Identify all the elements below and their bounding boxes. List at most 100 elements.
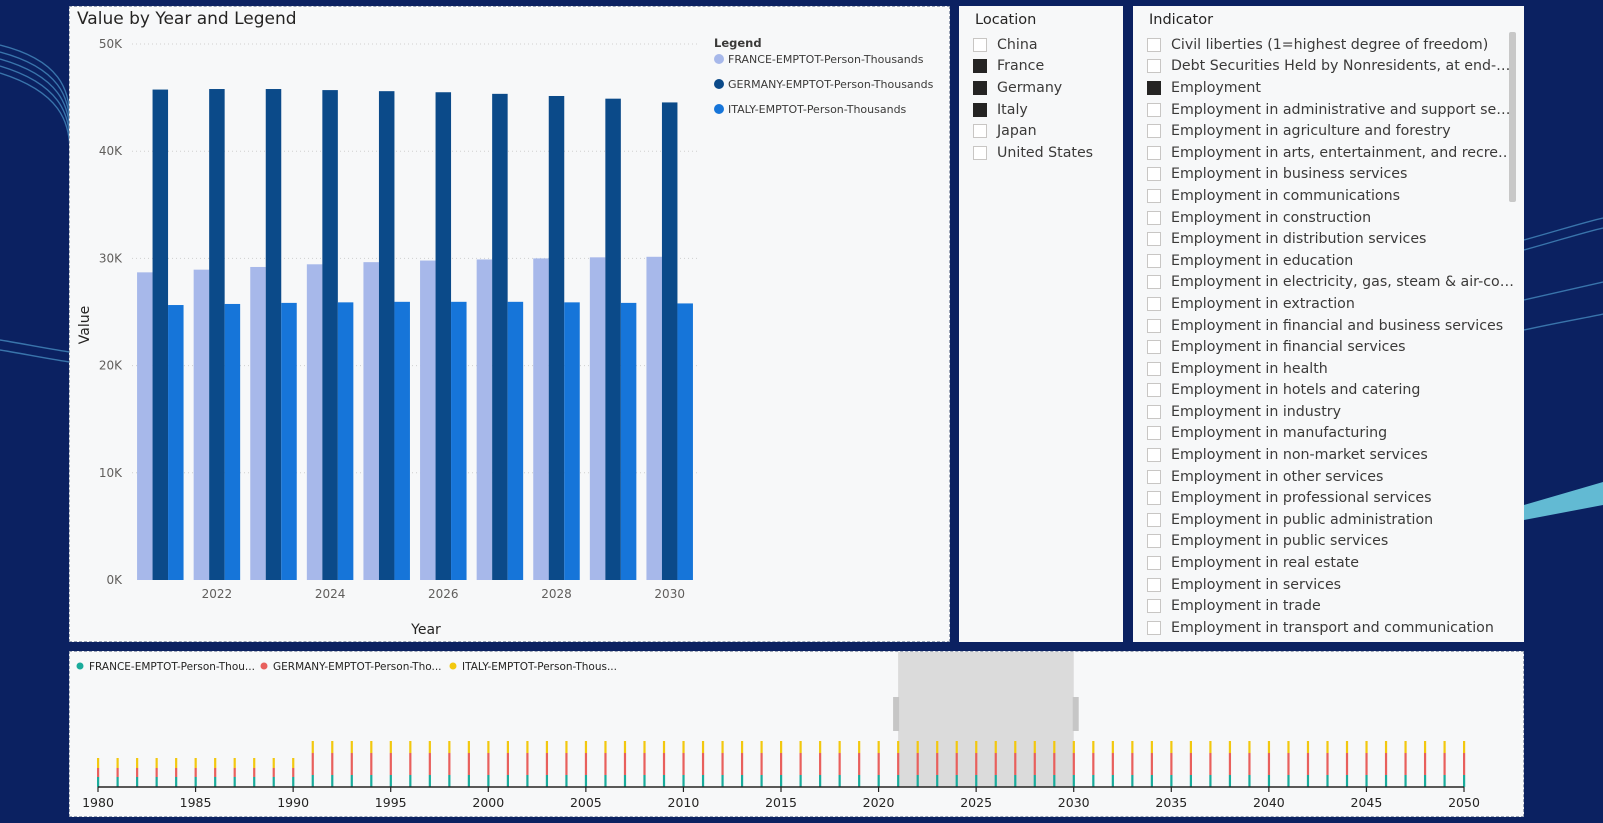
indicator-checkbox[interactable]: [1147, 599, 1161, 614]
indicator-item[interactable]: Employment in public administration: [1147, 509, 1524, 531]
indicator-item[interactable]: Employment in non-market services: [1147, 444, 1524, 466]
indicator-item[interactable]: Employment in electricity, gas, steam & …: [1147, 272, 1524, 294]
bar-germany-2022[interactable]: [209, 89, 225, 581]
indicator-item[interactable]: Employment in services: [1147, 574, 1524, 596]
indicator-checkbox[interactable]: [1147, 491, 1161, 506]
chart-legend[interactable]: Legend FRANCE-EMPTOT-Person-Thousands GER…: [714, 36, 934, 116]
bar-germany-2023[interactable]: [265, 89, 282, 581]
indicator-checkbox[interactable]: [1147, 188, 1161, 203]
indicator-item[interactable]: Employment in communications: [1147, 185, 1524, 207]
legend-item-label[interactable]: ITALY-EMPTOT-Person-Thousands: [728, 103, 907, 116]
indicator-item[interactable]: Employment in arts, entertainment, and r…: [1147, 142, 1524, 164]
indicator-item[interactable]: Employment in distribution services: [1147, 228, 1524, 250]
indicator-checkbox[interactable]: [1147, 80, 1161, 95]
location-item[interactable]: Italy: [973, 99, 1123, 121]
legend-item-label[interactable]: FRANCE-EMPTOT-Person-Thousands: [728, 53, 924, 66]
indicator-item[interactable]: Employment in trade: [1147, 595, 1524, 617]
timeline-visual[interactable]: FRANCE-EMPTOT-Person-Thou... GERMANY-EMPT…: [69, 651, 1524, 817]
bar-italy-2026[interactable]: [451, 301, 467, 580]
bar-germany-2028[interactable]: [548, 95, 565, 580]
indicator-checkbox[interactable]: [1147, 210, 1161, 225]
bar-germany-2025[interactable]: [378, 91, 395, 580]
bar-france-2026[interactable]: [420, 260, 436, 580]
indicator-item[interactable]: Employment: [1147, 77, 1524, 99]
location-item[interactable]: China: [973, 34, 1123, 56]
bar-italy-2027[interactable]: [507, 301, 524, 580]
bar-france-2021[interactable]: [137, 272, 153, 580]
indicator-item[interactable]: Employment in professional services: [1147, 487, 1524, 509]
bar-germany-2029[interactable]: [605, 98, 621, 580]
location-item[interactable]: Germany: [973, 77, 1123, 99]
indicator-checkbox[interactable]: [1147, 59, 1161, 74]
indicator-checkbox[interactable]: [1147, 232, 1161, 247]
bar-italy-2022[interactable]: [224, 303, 241, 580]
indicator-item[interactable]: Employment in hotels and catering: [1147, 380, 1524, 402]
indicator-item[interactable]: Employment in manufacturing: [1147, 423, 1524, 445]
location-checkbox[interactable]: [973, 59, 987, 74]
indicator-item[interactable]: Employment in agriculture and forestry: [1147, 120, 1524, 142]
timeline-handle-left[interactable]: [893, 697, 900, 731]
indicator-checkbox[interactable]: [1147, 361, 1161, 376]
bar-germany-2021[interactable]: [152, 89, 169, 580]
indicator-checkbox[interactable]: [1147, 534, 1161, 549]
indicator-checkbox[interactable]: [1147, 404, 1161, 419]
bar-france-2029[interactable]: [589, 257, 606, 580]
indicator-checkbox[interactable]: [1147, 577, 1161, 592]
location-checkbox[interactable]: [973, 124, 987, 139]
indicator-item[interactable]: Employment in transport and communicatio…: [1147, 617, 1524, 639]
indicator-item[interactable]: Employment in business services: [1147, 164, 1524, 186]
indicator-checkbox[interactable]: [1147, 620, 1161, 635]
column-chart-visual[interactable]: Value by Year and Legend 0K 10K 20K 30K 40K 5…: [69, 6, 950, 642]
indicator-checkbox[interactable]: [1147, 426, 1161, 441]
location-checkbox[interactable]: [973, 102, 987, 117]
bar-germany-2024[interactable]: [322, 90, 338, 580]
bar-france-2027[interactable]: [476, 259, 493, 580]
indicator-checkbox[interactable]: [1147, 102, 1161, 117]
indicator-item[interactable]: Employment in financial services: [1147, 336, 1524, 358]
indicator-checkbox[interactable]: [1147, 167, 1161, 182]
indicator-checkbox[interactable]: [1147, 340, 1161, 355]
indicator-checkbox[interactable]: [1147, 275, 1161, 290]
indicator-item[interactable]: Employment in construction: [1147, 207, 1524, 229]
indicator-checkbox[interactable]: [1147, 253, 1161, 268]
bar-italy-2021[interactable]: [168, 305, 184, 580]
indicator-checkbox[interactable]: [1147, 145, 1161, 160]
indicator-item[interactable]: Employment in other services: [1147, 466, 1524, 488]
bar-france-2025[interactable]: [363, 262, 379, 580]
indicator-checkbox[interactable]: [1147, 318, 1161, 333]
indicator-item[interactable]: Employment in industry: [1147, 401, 1524, 423]
indicator-checkbox[interactable]: [1147, 296, 1161, 311]
timeline-selection-range[interactable]: [898, 652, 1074, 787]
indicator-checkbox[interactable]: [1147, 383, 1161, 398]
indicator-item[interactable]: Employment in public services: [1147, 531, 1524, 553]
location-checkbox[interactable]: [973, 37, 987, 52]
bar-france-2024[interactable]: [306, 264, 323, 580]
timeline-handle-right[interactable]: [1072, 697, 1079, 731]
indicator-scrollbar[interactable]: [1509, 32, 1516, 202]
bar-france-2023[interactable]: [250, 266, 266, 580]
indicator-item[interactable]: Employment in administrative and support…: [1147, 99, 1524, 121]
indicator-checkbox[interactable]: [1147, 448, 1161, 463]
indicator-checkbox[interactable]: [1147, 512, 1161, 527]
location-item[interactable]: United States: [973, 142, 1123, 164]
indicator-item[interactable]: Employment in education: [1147, 250, 1524, 272]
bar-france-2028[interactable]: [533, 258, 549, 580]
bar-italy-2029[interactable]: [620, 302, 637, 580]
bar-germany-2027[interactable]: [492, 93, 508, 581]
bar-germany-2026[interactable]: [435, 92, 452, 581]
location-item[interactable]: France: [973, 56, 1123, 78]
location-checkbox[interactable]: [973, 80, 987, 95]
location-checkbox[interactable]: [973, 145, 987, 160]
bar-italy-2025[interactable]: [394, 301, 410, 580]
legend-item-label[interactable]: GERMANY-EMPTOT-Person-Thousands: [728, 78, 934, 91]
indicator-checkbox[interactable]: [1147, 124, 1161, 139]
bar-italy-2023[interactable]: [281, 302, 297, 580]
indicator-item[interactable]: Employment in extraction: [1147, 293, 1524, 315]
location-item[interactable]: Japan: [973, 120, 1123, 142]
bar-germany-2030[interactable]: [661, 102, 678, 580]
bar-italy-2028[interactable]: [564, 302, 580, 580]
indicator-checkbox[interactable]: [1147, 469, 1161, 484]
indicator-checkbox[interactable]: [1147, 556, 1161, 571]
bar-france-2022[interactable]: [193, 269, 210, 580]
bar-italy-2030[interactable]: [677, 303, 693, 580]
